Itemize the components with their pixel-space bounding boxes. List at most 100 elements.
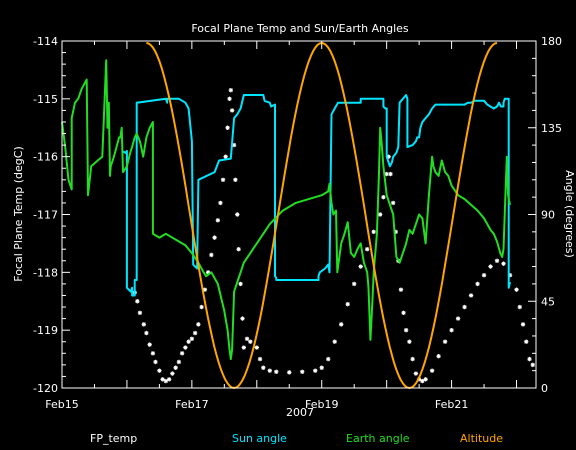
fp-temp-point (241, 345, 247, 350)
fp-temp-point (287, 370, 292, 375)
fp-temp-point (386, 154, 391, 159)
y-tick-label: -120 (33, 382, 58, 395)
fp-temp-point (442, 339, 448, 344)
legend-sun-angle: Sun angle (232, 432, 287, 445)
chart-title: Focal Plane Temp and Sun/Earth Angles (191, 22, 409, 35)
fp-temp-point (527, 356, 532, 362)
fp-temp-point (488, 264, 493, 269)
fp-temp-point (261, 365, 266, 370)
legend-fp-temp: FP_temp (90, 432, 137, 445)
fp-temp-point (229, 108, 235, 113)
fp-temp-point (163, 378, 169, 384)
y2-tick-label: 0 (541, 382, 548, 395)
y-axis-label: Focal Plane Temp (degC) (12, 146, 25, 281)
x-axis-label: 2007 (286, 406, 314, 419)
fp-temp-point (157, 368, 162, 373)
earth-angle-line (61, 59, 511, 361)
fp-temp-point (235, 212, 240, 217)
fp-temp-point (236, 247, 241, 252)
fp-temp-point (150, 351, 156, 356)
y2-tick-label: 90 (541, 209, 555, 222)
fp-temp-point (388, 171, 393, 177)
fp-temp-point (135, 299, 140, 304)
fp-temp-point (274, 369, 279, 375)
fp-temp-point (449, 327, 454, 333)
fp-temp-point (179, 351, 185, 356)
fp-temp-point (160, 377, 165, 382)
fp-temp-point (212, 235, 217, 240)
fp-temp-point (147, 342, 152, 347)
fp-temp-point (494, 258, 500, 263)
series-fp-temp (132, 87, 535, 384)
fp-temp-point (481, 273, 487, 278)
y2-tick-label: 135 (541, 122, 562, 135)
fp-temp-point (202, 287, 208, 292)
fp-temp-point (223, 154, 228, 159)
fp-temp-point (423, 377, 428, 382)
fp-temp-point (220, 177, 226, 182)
legend: FP_temp Sun angle Earth angle Altitude (90, 432, 503, 445)
fp-temp-point (339, 322, 344, 327)
fp-temp-point (189, 336, 195, 342)
fp-temp-point (218, 200, 223, 206)
axis-ticks: Feb15 Feb17 Feb19 Feb21 -114 -115 -116 -117 -118… (33, 35, 562, 411)
fp-temp-point (517, 304, 522, 310)
fp-temp-point (137, 310, 143, 316)
fp-temp-point (345, 301, 350, 307)
fp-temp-point (257, 356, 263, 362)
fp-temp-point (153, 359, 158, 365)
x-tick-label: Feb19 (305, 398, 338, 411)
series-sun-angle (121, 94, 511, 297)
fp-temp-point (209, 252, 214, 258)
fp-temp-point (403, 327, 409, 333)
fp-temp-point (173, 365, 178, 370)
fp-temp-point (228, 87, 234, 93)
fp-temp-point (300, 369, 305, 375)
fp-temp-point (144, 330, 149, 336)
fp-temp-point (326, 356, 331, 362)
fp-temp-point (475, 281, 480, 287)
fp-temp-point (332, 339, 337, 344)
fp-temp-point (401, 310, 406, 316)
fp-temp-point (393, 229, 398, 235)
legend-altitude: Altitude (460, 432, 503, 445)
fp-temp-point (267, 368, 272, 373)
fp-temp-point (390, 200, 396, 206)
fp-temp-point (358, 264, 363, 269)
fp-temp-point (240, 316, 245, 321)
fp-temp-point (205, 270, 211, 275)
fp-temp-point (170, 371, 175, 376)
fp-temp-point (254, 345, 259, 350)
fp-temp-point (436, 353, 441, 359)
fp-temp-point (377, 212, 383, 217)
fp-temp-point (524, 339, 529, 344)
fp-temp-point (225, 125, 230, 130)
x-tick-label: Feb15 (45, 398, 78, 411)
fp-temp-point (507, 273, 513, 278)
fp-temp-point (238, 281, 243, 287)
y-tick-label: -119 (33, 324, 58, 337)
fp-temp-point (514, 287, 519, 292)
fp-temp-point (468, 293, 474, 298)
fp-temp-point (413, 371, 419, 376)
fp-temp-point (186, 339, 191, 344)
fp-temp-point (231, 142, 237, 148)
fp-temp-point (410, 356, 415, 362)
series-earth-angle (61, 59, 511, 361)
fp-temp-point (248, 339, 253, 344)
fp-temp-point (176, 359, 182, 365)
fp-temp-point (520, 322, 526, 327)
fp-temp-point (420, 378, 425, 384)
fp-temp-point (371, 229, 376, 235)
fp-temp-point (192, 330, 198, 336)
fp-temp-point (384, 171, 389, 177)
fp-temp-point (455, 316, 461, 321)
fp-temp-point (530, 362, 535, 368)
y2-tick-label: 180 (541, 35, 562, 48)
fp-temp-point (429, 368, 435, 373)
fp-temp-point (407, 339, 412, 344)
fp-temp-point (227, 96, 232, 102)
y2-axis-label: Angle (degrees) (563, 170, 576, 258)
